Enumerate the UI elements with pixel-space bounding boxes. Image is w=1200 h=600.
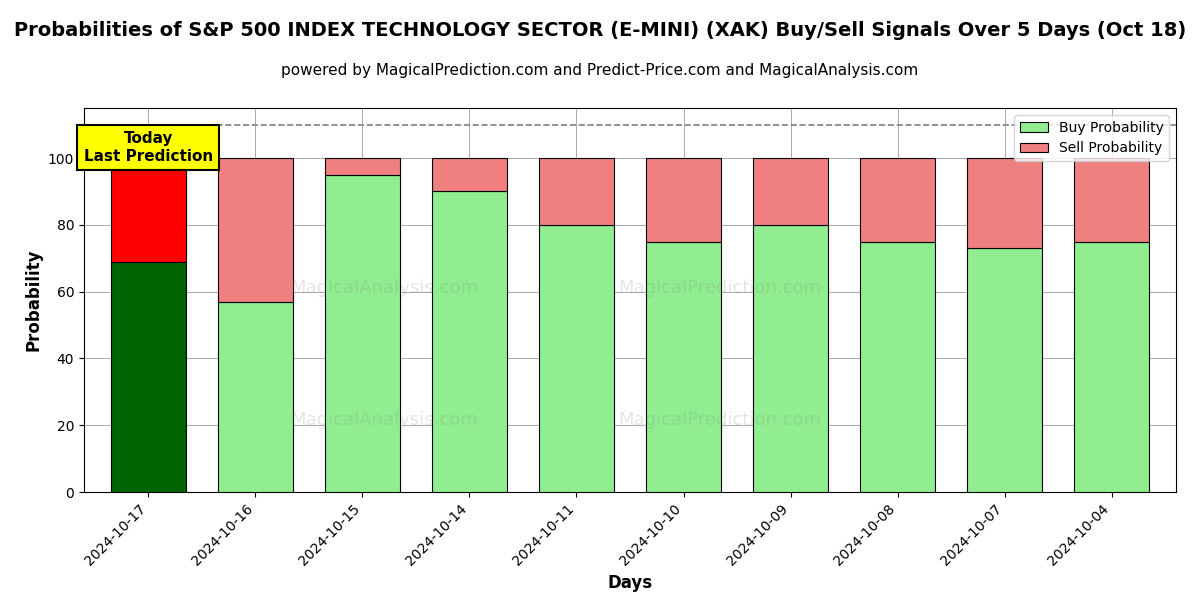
Bar xyxy=(860,158,935,242)
X-axis label: Days: Days xyxy=(607,574,653,592)
Y-axis label: Probability: Probability xyxy=(24,249,42,351)
Text: MagicalPrediction.com: MagicalPrediction.com xyxy=(618,279,822,297)
Bar xyxy=(646,158,721,242)
Bar xyxy=(110,262,186,492)
Bar xyxy=(967,248,1042,492)
Bar xyxy=(432,158,506,191)
Text: Today
Last Prediction: Today Last Prediction xyxy=(84,131,212,164)
Bar xyxy=(325,175,400,492)
Bar xyxy=(967,158,1042,248)
Bar xyxy=(539,225,614,492)
Bar xyxy=(539,158,614,225)
Bar xyxy=(860,242,935,492)
Text: MagicalAnalysis.com: MagicalAnalysis.com xyxy=(290,279,478,297)
Bar xyxy=(218,302,293,492)
Bar xyxy=(646,242,721,492)
Bar xyxy=(754,225,828,492)
Text: powered by MagicalPrediction.com and Predict-Price.com and MagicalAnalysis.com: powered by MagicalPrediction.com and Pre… xyxy=(281,63,919,78)
Bar xyxy=(1074,242,1150,492)
Text: MagicalPrediction.com: MagicalPrediction.com xyxy=(618,411,822,429)
Bar xyxy=(110,158,186,262)
Text: MagicalAnalysis.com: MagicalAnalysis.com xyxy=(290,411,478,429)
Bar xyxy=(218,158,293,302)
Bar xyxy=(432,191,506,492)
Bar xyxy=(1074,158,1150,242)
Bar xyxy=(325,158,400,175)
Bar xyxy=(754,158,828,225)
Text: Probabilities of S&P 500 INDEX TECHNOLOGY SECTOR (E-MINI) (XAK) Buy/Sell Signals: Probabilities of S&P 500 INDEX TECHNOLOG… xyxy=(14,21,1186,40)
Legend: Buy Probability, Sell Probability: Buy Probability, Sell Probability xyxy=(1014,115,1169,161)
